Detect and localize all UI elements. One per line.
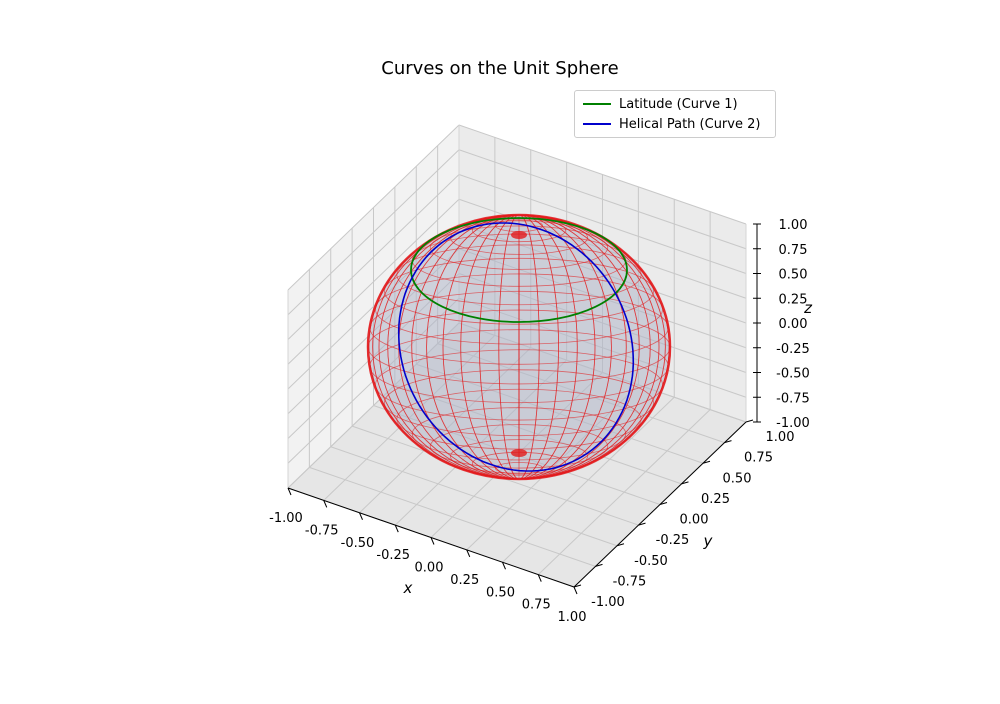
x-tick-label: -0.50 [341,536,375,551]
y-tick-label: -0.25 [656,533,690,548]
sphere-latitude-line [494,462,544,475]
grid-left-z [287,124,460,291]
x-tick [287,487,292,496]
sphere-top-pole [511,231,527,239]
x-tick [430,537,435,545]
z-tick-label: -0.75 [776,391,810,406]
x-tick-label: -1.00 [269,511,303,526]
grid-left-z [287,198,460,365]
z-tick-label: -0.25 [776,342,810,357]
x-tick-label: 1.00 [558,610,587,625]
curve-latitude [410,217,628,323]
x-tick-label: -0.75 [305,523,339,538]
x-tick [394,524,399,533]
sphere-fill [368,215,670,479]
y-tick [681,481,689,485]
y-axis-label: y [703,532,714,550]
legend-label-latitude: Latitude (Curve 1) [619,96,738,112]
chart-title: Curves on the Unit Sphere [381,58,619,79]
z-tick-label: -1.00 [776,416,810,431]
x-tick-label: 0.50 [486,585,515,600]
z-tick-label: -0.50 [776,367,810,382]
sphere-latitude-line [384,257,654,325]
grid-back-z [458,174,747,274]
legend: Latitude (Curve 1) Helical Path (Curve 2… [574,90,776,138]
legend-item-latitude: Latitude (Curve 1) [583,94,738,114]
x-tick-label: 0.75 [522,598,551,613]
y-tick [595,563,603,567]
y-tick-label: 0.75 [744,451,773,466]
legend-swatch-helical [583,123,611,125]
y-tick [724,440,732,444]
legend-swatch-latitude [583,103,611,105]
x-tick [323,500,328,508]
x-tick [502,562,506,570]
y-tick [659,502,668,505]
sphere-latitude-line [429,424,609,469]
x-tick [573,586,578,595]
z-tick-label: 0.50 [779,268,808,283]
z-tick-label: 1.00 [779,218,808,233]
y-tick-label: 0.00 [680,513,709,528]
z-tick-label: 0.00 [779,317,808,332]
y-tick-label: -0.50 [634,554,668,569]
y-tick [616,543,625,547]
x-tick-label: 0.00 [415,561,444,576]
y-tick-label: 0.50 [723,471,752,486]
x-axis-label: x [403,579,413,597]
grid-floor-x [537,409,711,575]
x-tick [466,549,471,558]
y-tick [573,584,582,588]
legend-label-helical: Helical Path (Curve 2) [619,116,761,132]
curve-helical-path [397,222,635,472]
sphere-latitude-line [429,225,609,270]
y-tick [638,522,646,526]
sphere-latitude-line [450,439,588,474]
z-tick-label: 0.25 [779,292,808,307]
y-tick-label: 1.00 [766,430,795,445]
y-tick [745,419,754,423]
y-tick [702,460,711,464]
x-tick [359,512,363,520]
z-tick-label: 0.75 [779,243,808,258]
x-tick [537,574,542,582]
x-tick-label: 0.25 [450,573,479,588]
z-axis-label: z [803,299,813,317]
sphere-bottom-pole [511,449,527,457]
x-tick-label: -0.25 [376,548,410,563]
grid-left-z [287,149,460,316]
legend-item-helical: Helical Path (Curve 2) [583,114,760,134]
sphere-latitude-line [384,369,654,437]
grid-floor-x [502,396,675,563]
y-tick-label: 0.25 [701,492,730,507]
y-tick-label: -0.75 [613,574,647,589]
y-tick-label: -1.00 [591,595,625,610]
grid-back-z [458,124,747,225]
sphere-outline [366,213,672,481]
grid-left-z [287,174,460,340]
grid-back-z [458,149,747,250]
